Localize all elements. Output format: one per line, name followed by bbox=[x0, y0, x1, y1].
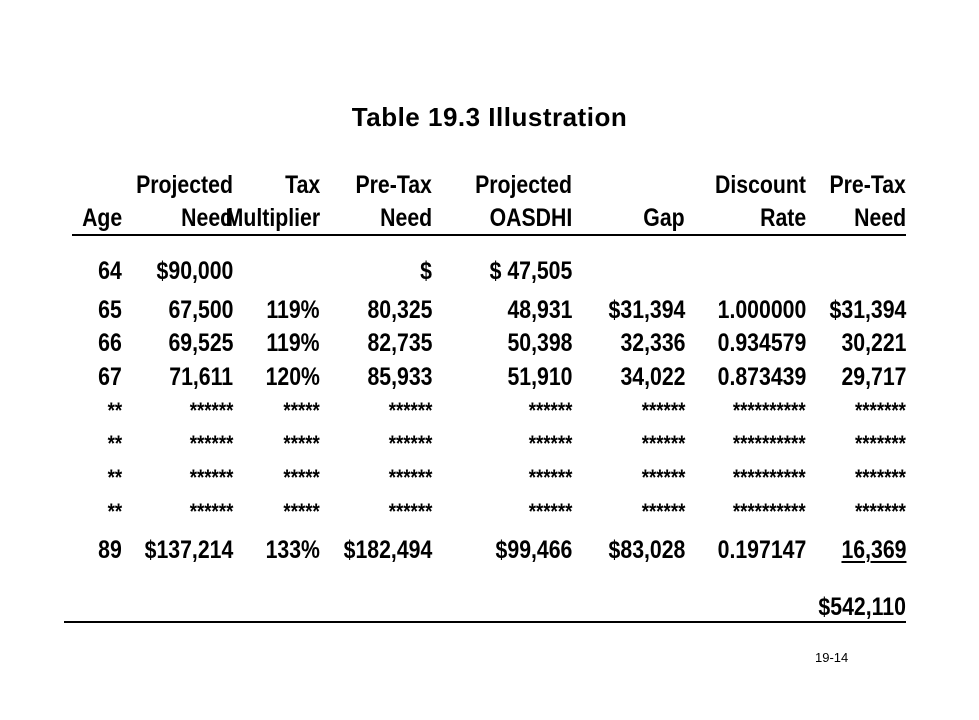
total-rule-line bbox=[64, 621, 800, 623]
cell-pv-pre-tax-need: ******* bbox=[855, 431, 906, 456]
cell-projected-need: ****** bbox=[189, 499, 233, 524]
cell-age: 89 bbox=[98, 536, 122, 564]
cell-pre-tax-need: ****** bbox=[388, 431, 432, 456]
header-gap: Gap bbox=[643, 204, 685, 232]
cell-pv-pre-tax-need: 30,221 bbox=[841, 329, 906, 357]
cell-gap: $31,394 bbox=[608, 296, 685, 324]
header-tax-multiplier: Multiplier bbox=[225, 204, 320, 232]
header-projected-need: Need bbox=[181, 204, 233, 232]
cell-discount-rate: 0.197147 bbox=[717, 536, 806, 564]
cell-projected-need: 67,500 bbox=[168, 296, 233, 324]
cell-gap: ****** bbox=[641, 465, 685, 490]
cell-age: ** bbox=[107, 465, 122, 490]
cell-projected-oasdhi: $ 47,505 bbox=[489, 257, 572, 285]
cell-gap: ****** bbox=[641, 499, 685, 524]
cell-pv-pre-tax-need: 16,369 bbox=[841, 536, 906, 564]
header-projected-oasdhi: OASDHI bbox=[489, 204, 572, 232]
cell-pre-tax-need: $182,494 bbox=[343, 536, 432, 564]
cell-pv-pre-tax-need: 29,717 bbox=[841, 363, 906, 391]
cell-age: ** bbox=[107, 398, 122, 423]
cell-projected-oasdhi: 51,910 bbox=[507, 363, 572, 391]
cell-projected-oasdhi: 50,398 bbox=[507, 329, 572, 357]
header-age: Age bbox=[81, 204, 122, 232]
cell-gap: $83,028 bbox=[608, 536, 685, 564]
cell-age: 65 bbox=[98, 296, 122, 324]
cell-discount-rate: 1.000000 bbox=[717, 296, 806, 324]
cell-projected-need: ****** bbox=[189, 431, 233, 456]
cell-projected-oasdhi: ****** bbox=[528, 398, 572, 423]
cell-projected-oasdhi: ****** bbox=[528, 499, 572, 524]
cell-pre-tax-need: 80,325 bbox=[367, 296, 432, 324]
cell-tax-multiplier: ***** bbox=[283, 431, 320, 456]
cell-pv-pre-tax-need: ******* bbox=[855, 398, 906, 423]
cell-projected-need: 69,525 bbox=[168, 329, 233, 357]
cell-gap: 34,022 bbox=[620, 363, 685, 391]
cell-discount-rate: ********** bbox=[733, 398, 806, 423]
cell-pre-tax-need: ****** bbox=[388, 398, 432, 423]
cell-pv-pre-tax-need: $31,394 bbox=[829, 296, 906, 324]
cell-discount-rate: 0.934579 bbox=[717, 329, 806, 357]
cell-tax-multiplier: 119% bbox=[266, 296, 320, 324]
cell-tax-multiplier: 133% bbox=[265, 536, 320, 564]
header-rule bbox=[72, 234, 906, 236]
cell-tax-multiplier: 120% bbox=[265, 363, 320, 391]
cell-tax-multiplier: 119% bbox=[266, 329, 320, 357]
cell-gap: ****** bbox=[641, 398, 685, 423]
cell-pre-tax-need: ****** bbox=[388, 465, 432, 490]
cell-discount-rate: ********** bbox=[733, 465, 806, 490]
cell-projected-need: ****** bbox=[189, 465, 233, 490]
header-pv-pre-tax-need: Pre-Tax bbox=[829, 171, 906, 199]
cell-pre-tax-need: $ bbox=[420, 257, 432, 285]
header-pre-tax-need: Need bbox=[380, 204, 432, 232]
header-pre-tax-need: Pre-Tax bbox=[355, 171, 432, 199]
cell-gap: 32,336 bbox=[620, 329, 685, 357]
cell-projected-need: ****** bbox=[189, 398, 233, 423]
cell-pre-tax-need: 85,933 bbox=[367, 363, 432, 391]
header-projected-need: Projected bbox=[136, 171, 233, 199]
header-projected-oasdhi: Projected bbox=[475, 171, 572, 199]
cell-pre-tax-need: ****** bbox=[388, 499, 432, 524]
header-discount-rate: Rate bbox=[759, 204, 806, 232]
cell-age: ** bbox=[107, 431, 122, 456]
cell-discount-rate: ********** bbox=[733, 431, 806, 456]
total-rule-under-value bbox=[800, 621, 906, 623]
cell-age: 66 bbox=[98, 329, 122, 357]
header-discount-rate: Discount bbox=[715, 171, 806, 199]
cell-projected-oasdhi: ****** bbox=[528, 431, 572, 456]
page-title: Table 19.3 Illustration bbox=[351, 102, 628, 132]
cell-tax-multiplier: ***** bbox=[283, 499, 320, 524]
cell-pv-pre-tax-need: ******* bbox=[855, 499, 906, 524]
header-pv-pre-tax-need: Need bbox=[854, 204, 906, 232]
cell-projected-need: $137,214 bbox=[144, 536, 233, 564]
cell-age: ** bbox=[107, 499, 122, 524]
cell-pv-pre-tax-need: ******* bbox=[855, 465, 906, 490]
cell-tax-multiplier: ***** bbox=[283, 465, 320, 490]
cell-discount-rate: ********** bbox=[733, 499, 806, 524]
cell-tax-multiplier: ***** bbox=[283, 398, 320, 423]
cell-age: 67 bbox=[98, 363, 122, 391]
cell-age: 64 bbox=[98, 257, 122, 285]
cell-discount-rate: 0.873439 bbox=[717, 363, 806, 391]
cell-projected-oasdhi: 48,931 bbox=[507, 296, 572, 324]
cell-pre-tax-need: 82,735 bbox=[367, 329, 432, 357]
cell-projected-need: 71,611 bbox=[169, 363, 233, 391]
page-number: 19-14 bbox=[815, 650, 849, 665]
cell-projected-oasdhi: $99,466 bbox=[495, 536, 572, 564]
header-tax-multiplier: Tax bbox=[284, 171, 320, 199]
cell-projected-oasdhi: ****** bbox=[528, 465, 572, 490]
grand-total: $542,110 bbox=[818, 593, 906, 621]
cell-gap: ****** bbox=[641, 431, 685, 456]
cell-projected-need: $90,000 bbox=[156, 257, 233, 285]
